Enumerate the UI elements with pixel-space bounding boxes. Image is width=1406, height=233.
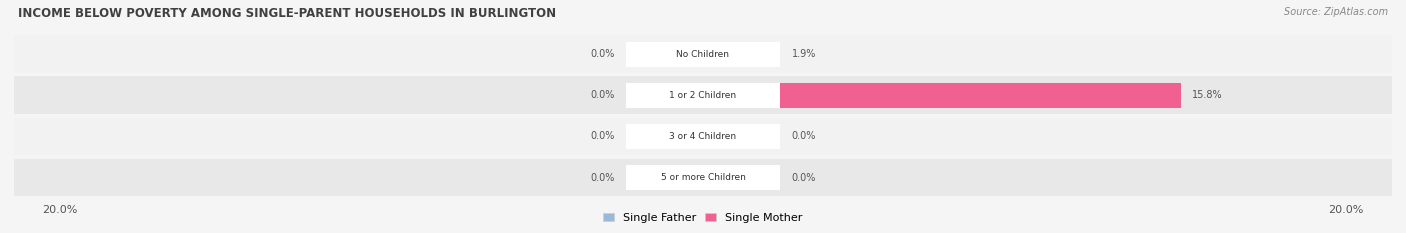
Text: 0.0%: 0.0% <box>591 131 614 141</box>
Text: 3 or 4 Children: 3 or 4 Children <box>669 132 737 141</box>
Text: 5 or more Children: 5 or more Children <box>661 173 745 182</box>
Legend: Single Father, Single Mother: Single Father, Single Mother <box>599 209 807 227</box>
Text: 20.0%: 20.0% <box>42 205 77 215</box>
Text: 0.0%: 0.0% <box>591 172 614 182</box>
Text: Source: ZipAtlas.com: Source: ZipAtlas.com <box>1284 7 1388 17</box>
Text: 15.8%: 15.8% <box>1192 90 1222 100</box>
Text: 1.9%: 1.9% <box>792 49 815 59</box>
Text: 0.0%: 0.0% <box>591 90 614 100</box>
Text: 20.0%: 20.0% <box>1329 205 1364 215</box>
Text: 1 or 2 Children: 1 or 2 Children <box>669 91 737 100</box>
Text: 0.0%: 0.0% <box>792 172 815 182</box>
Text: No Children: No Children <box>676 50 730 59</box>
Text: 0.0%: 0.0% <box>591 49 614 59</box>
Text: 0.0%: 0.0% <box>792 131 815 141</box>
Text: INCOME BELOW POVERTY AMONG SINGLE-PARENT HOUSEHOLDS IN BURLINGTON: INCOME BELOW POVERTY AMONG SINGLE-PARENT… <box>18 7 557 20</box>
